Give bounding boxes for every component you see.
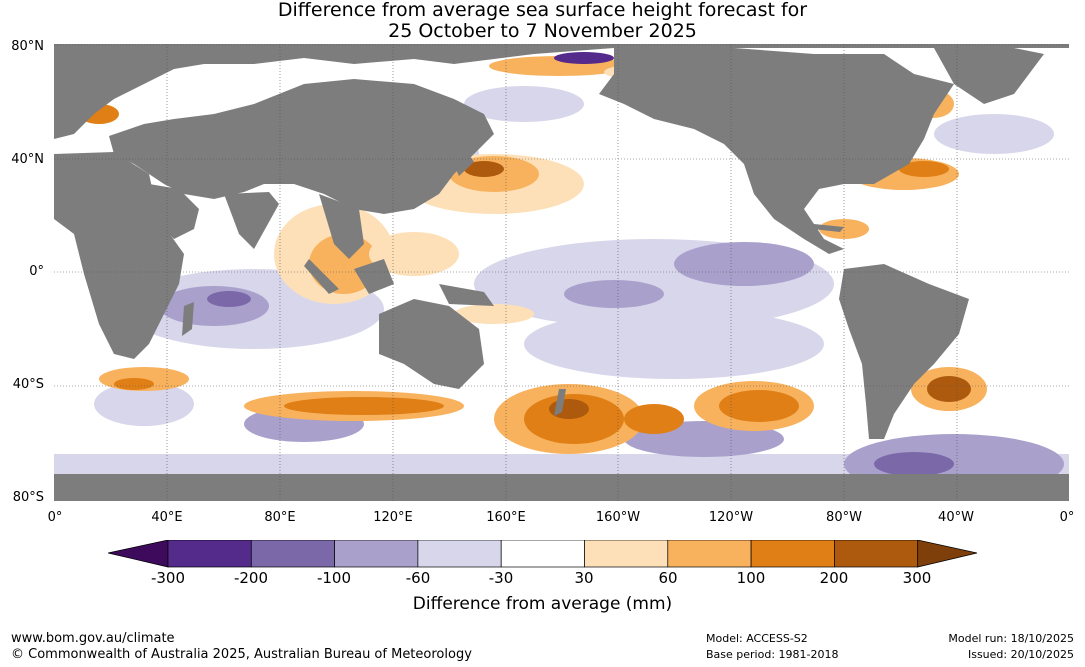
lon-label-160w: 160°W <box>595 510 641 525</box>
colorbar-label-neg100: -100 <box>316 569 352 587</box>
footer-url: www.bom.gov.au/climate <box>11 631 175 646</box>
lat-label-80s: 80°S <box>12 490 44 505</box>
land-masses <box>54 44 1069 501</box>
lon-label-40e: 40°E <box>151 510 183 525</box>
colorbar-segment-5 <box>500 540 585 568</box>
colorbar-segment-1 <box>167 540 252 568</box>
colorbar <box>108 540 978 568</box>
footer-model-run: Model run: 18/10/2025 <box>948 632 1074 645</box>
colorbar-segment-8 <box>750 540 835 568</box>
colorbar-label-neg200: -200 <box>233 569 269 587</box>
sea-surface-height-map <box>54 44 1069 501</box>
lon-label-40w: 40°W <box>938 510 974 525</box>
colorbar-label-60: 60 <box>658 569 678 587</box>
lon-label-120e: 120°E <box>373 510 413 525</box>
colorbar-segment-7 <box>667 540 752 568</box>
colorbar-label-neg300: -300 <box>150 569 186 587</box>
chart-title-line1: Difference from average sea surface heig… <box>277 0 808 21</box>
colorbar-segment-2 <box>250 540 335 568</box>
lat-label-80n: 80°N <box>11 39 44 54</box>
colorbar-segment-6 <box>584 540 669 568</box>
colorbar-label-100: 100 <box>736 569 766 587</box>
lat-label-0: 0° <box>29 264 44 279</box>
lon-label-80w: 80°W <box>826 510 862 525</box>
lon-label-0: 0° <box>47 510 63 525</box>
lon-label-0-right: 0° <box>1059 510 1075 525</box>
chart-title-line2: 25 October to 7 November 2025 <box>388 20 697 42</box>
colorbar-title: Difference from average (mm) <box>412 594 673 614</box>
lat-label-40n: 40°N <box>11 152 44 167</box>
colorbar-segment-4 <box>417 540 502 568</box>
colorbar-label-neg60: -60 <box>405 569 431 587</box>
colorbar-label-200: 200 <box>819 569 849 587</box>
lat-label-40s: 40°S <box>12 377 44 392</box>
footer-base-period: Base period: 1981-2018 <box>706 648 839 661</box>
colorbar-label-300: 300 <box>902 569 932 587</box>
colorbar-segment-9 <box>834 540 919 568</box>
colorbar-label-30: 30 <box>574 569 594 587</box>
footer-model: Model: ACCESS-S2 <box>706 632 808 645</box>
colorbar-arrow-high <box>917 540 978 568</box>
colorbar-arrow-low <box>108 540 169 568</box>
colorbar-segment-3 <box>334 540 419 568</box>
graticule <box>54 44 1069 501</box>
lon-label-80e: 80°E <box>264 510 296 525</box>
lon-label-160e: 160°E <box>486 510 526 525</box>
footer-issued: Issued: 20/10/2025 <box>967 648 1074 661</box>
colorbar-label-neg30: -30 <box>488 569 514 587</box>
lon-label-120w: 120°W <box>708 510 754 525</box>
footer-copyright: © Commonwealth of Australia 2025, Austra… <box>11 647 472 662</box>
